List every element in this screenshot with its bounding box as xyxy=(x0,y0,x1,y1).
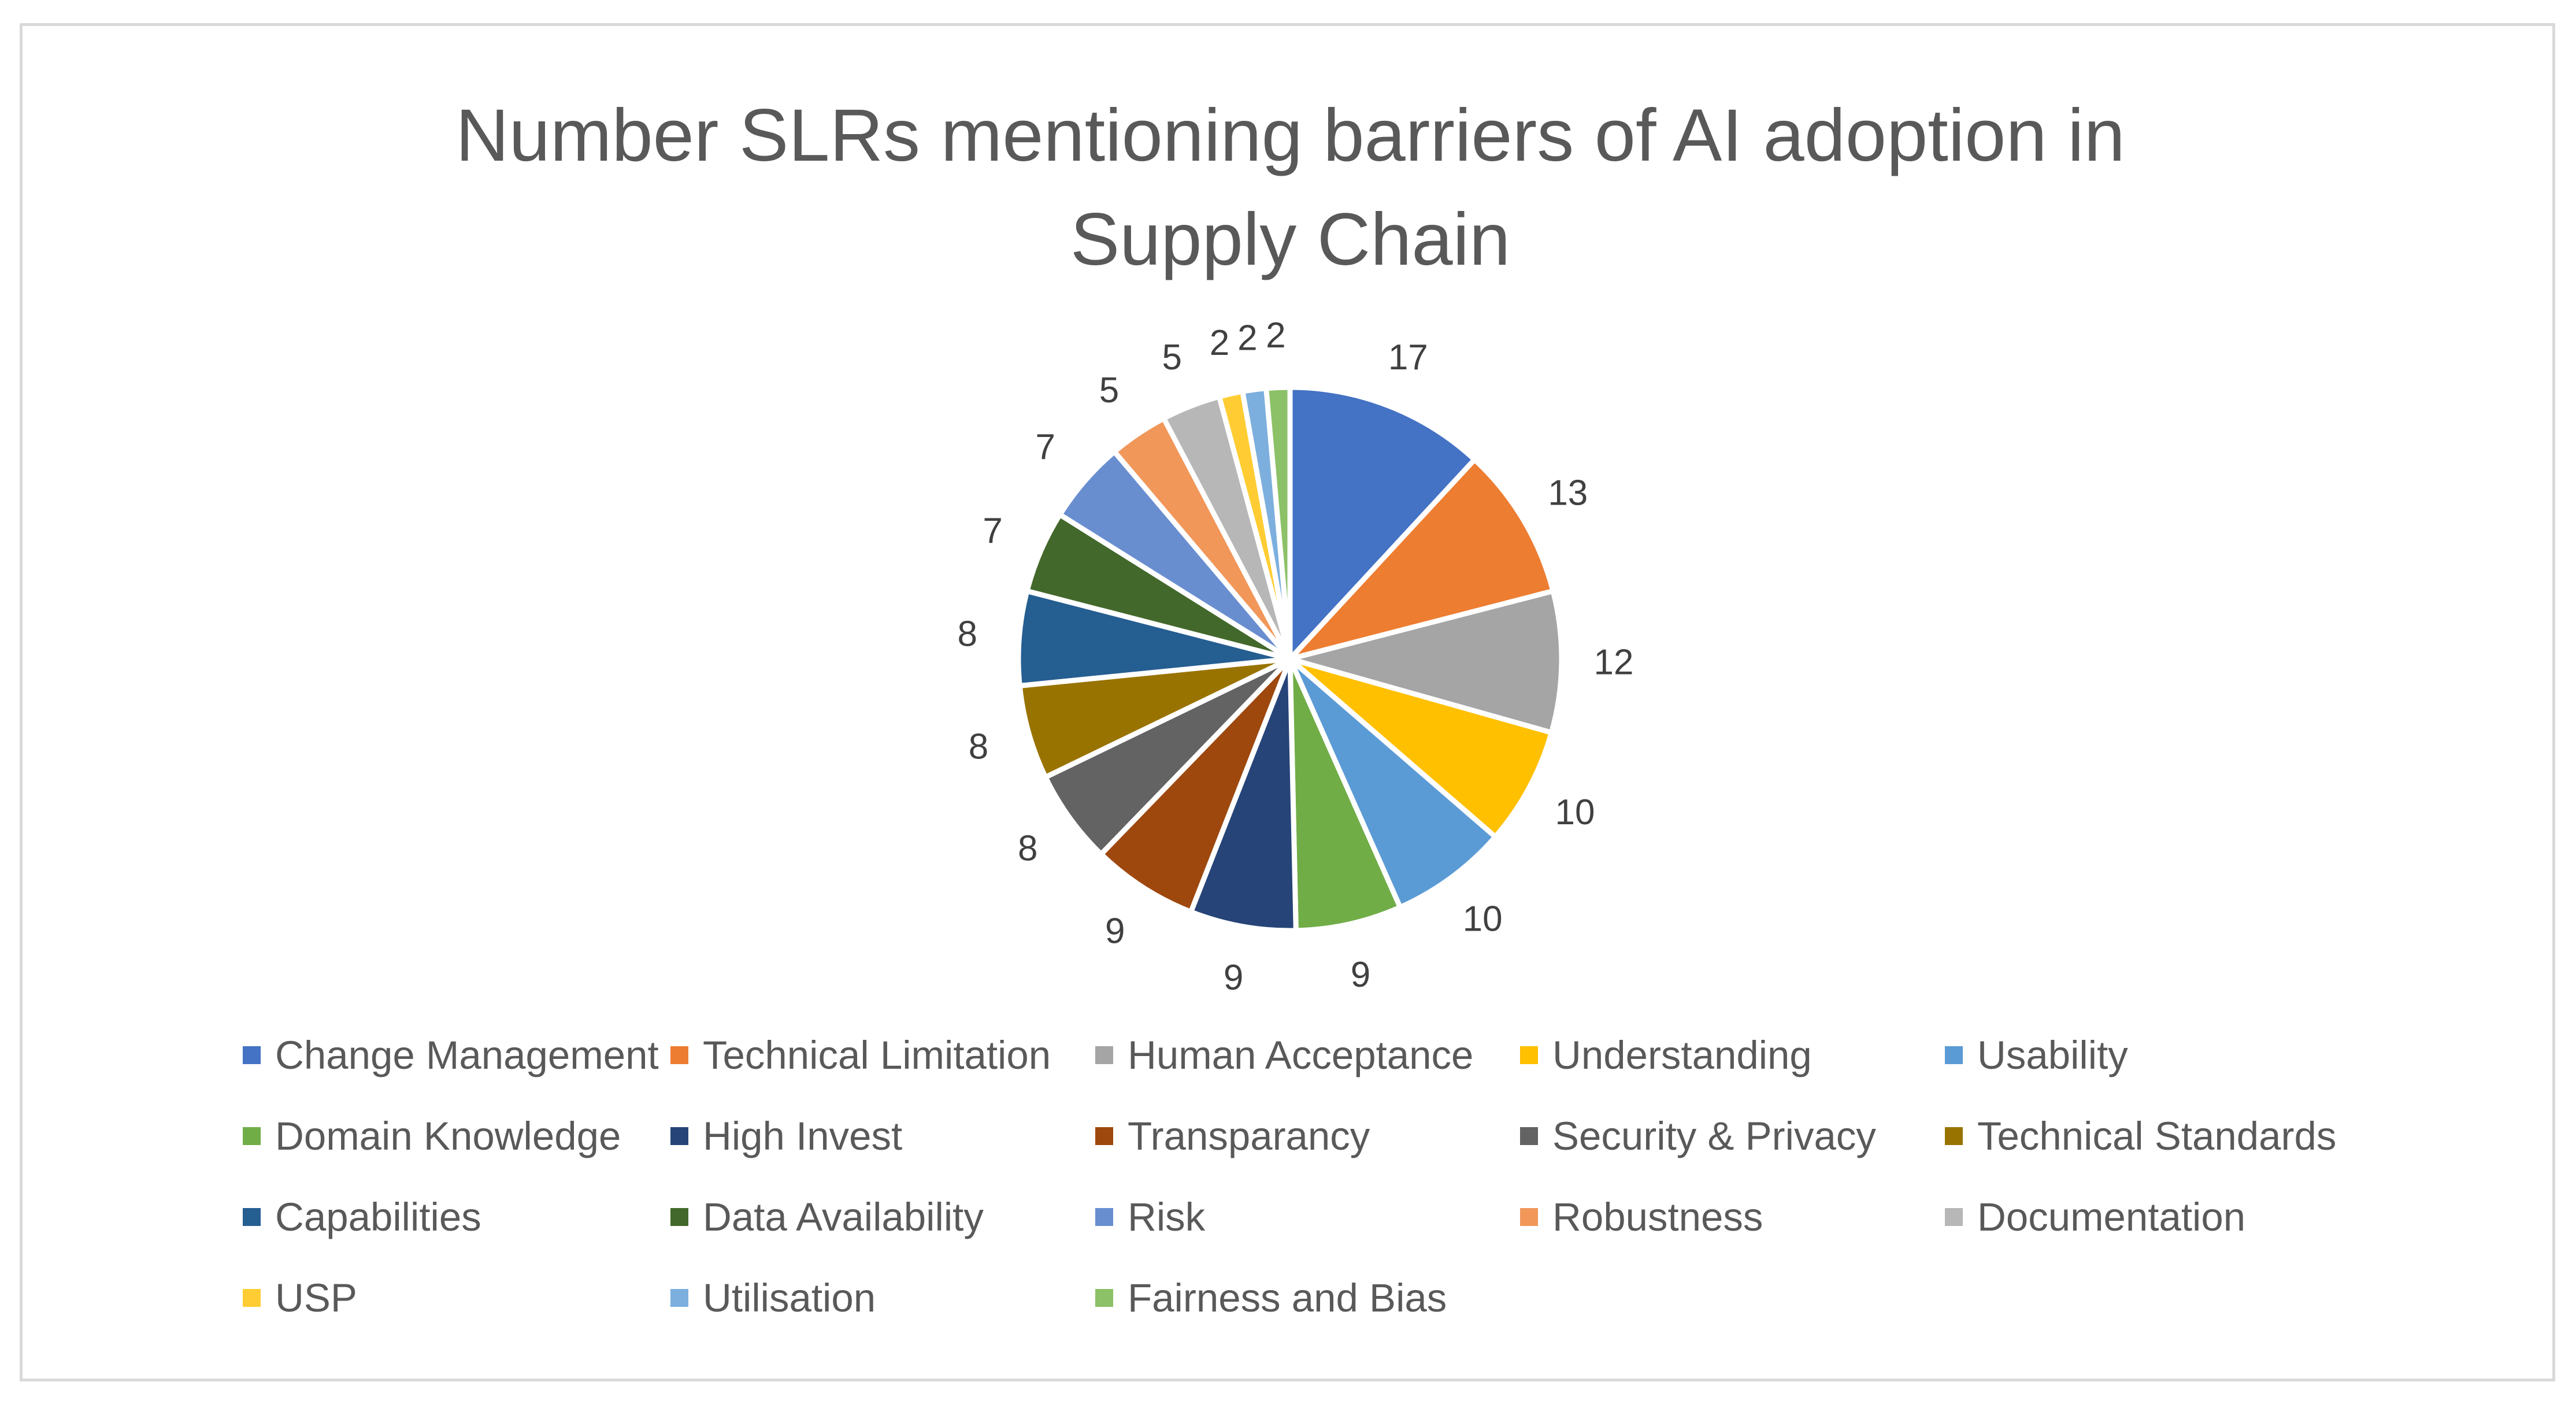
data-label-usp: 2 xyxy=(1210,323,1229,363)
data-label-robustness: 5 xyxy=(1099,371,1119,410)
data-label-change-management: 17 xyxy=(1388,338,1428,377)
data-label-documentation: 5 xyxy=(1162,338,1181,377)
data-label-utilisation: 2 xyxy=(1237,318,1257,358)
data-label-usability: 10 xyxy=(1463,899,1503,939)
chart-title: Number SLRs mentioning barriers of AI ad… xyxy=(23,84,2558,292)
pie-slice-capabilities xyxy=(1015,588,1293,688)
data-label-transparancy: 9 xyxy=(1105,912,1125,951)
chart-title-line-1: Number SLRs mentioning barriers of AI ad… xyxy=(455,94,2125,177)
data-label-technical-limitation: 13 xyxy=(1548,473,1588,513)
pie-slice-technical-standards xyxy=(1017,656,1293,780)
pie-slice-human-acceptance xyxy=(1287,588,1565,735)
pie-slice-security-privacy xyxy=(1043,656,1293,857)
pie-slice-change-management xyxy=(1287,384,1477,662)
data-label-security-privacy: 8 xyxy=(1018,829,1037,869)
data-label-risk: 7 xyxy=(1036,427,1055,467)
data-label-data-availability: 7 xyxy=(983,511,1002,551)
data-label-human-acceptance: 12 xyxy=(1594,643,1634,683)
chart-title-line-2: Supply Chain xyxy=(1070,198,1511,281)
pie-slice-understanding xyxy=(1287,656,1554,840)
data-label-capabilities: 8 xyxy=(957,614,977,654)
data-label-high-invest: 9 xyxy=(1224,958,1243,998)
data-label-domain-knowledge: 9 xyxy=(1351,955,1370,995)
pie-slice-transparancy xyxy=(1098,656,1293,915)
pie-slice-fairness-and-bias xyxy=(1263,384,1293,662)
pie-slices xyxy=(1015,384,1565,933)
pie-slice-high-invest xyxy=(1188,656,1299,933)
data-label-understanding: 10 xyxy=(1555,792,1595,832)
pie-slice-domain-knowledge xyxy=(1287,656,1403,933)
pie-slice-usability xyxy=(1287,656,1498,910)
pie-slice-technical-limitation xyxy=(1287,457,1556,662)
data-label-fairness-and-bias: 2 xyxy=(1266,316,1285,355)
data-label-technical-standards: 8 xyxy=(969,727,988,766)
